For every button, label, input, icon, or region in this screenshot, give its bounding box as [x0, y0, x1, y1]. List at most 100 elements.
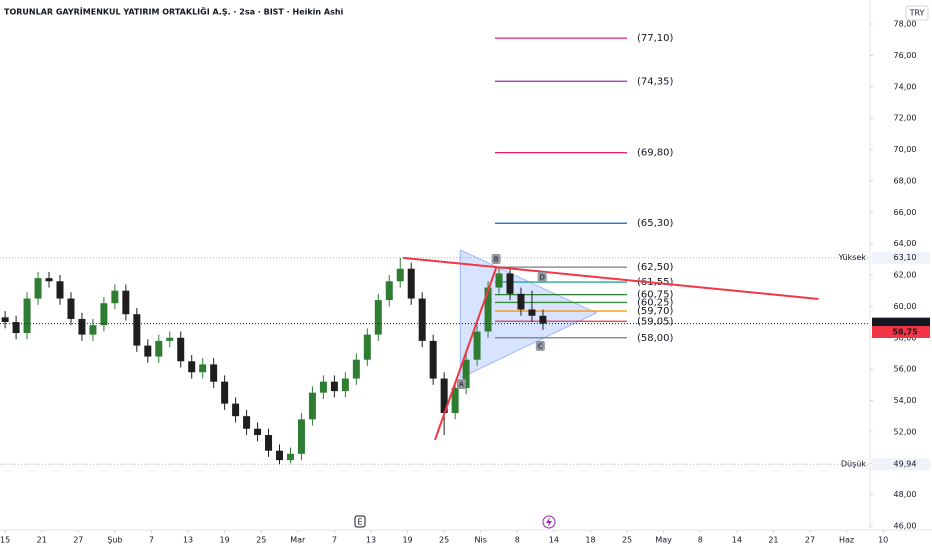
y-tick-label: 72,00 [894, 114, 917, 123]
x-tick-label: 14 [732, 536, 742, 545]
x-tick-label: 18 [585, 536, 595, 545]
x-tick-label: 14 [549, 536, 559, 545]
candle-body [319, 381, 327, 393]
pattern-point [537, 272, 547, 283]
candle-body [276, 450, 284, 461]
fib-level-label: (60,25) [637, 297, 674, 308]
x-tick-label: 25 [439, 536, 449, 545]
lightning-icon[interactable] [542, 515, 556, 529]
candle-body [56, 281, 64, 299]
x-tick-label: 27 [73, 536, 83, 545]
candle-body [122, 290, 130, 315]
price-badge-label: 58,90 [892, 319, 918, 328]
y-tick-label: 68,00 [894, 176, 917, 185]
y-tick-label: 76,00 [894, 51, 917, 60]
extreme-name: Düşük [841, 460, 866, 469]
candle-body [133, 314, 141, 346]
trend-line [434, 267, 498, 441]
candle-body [484, 287, 492, 332]
candle-body [45, 278, 53, 282]
candle-body [100, 303, 108, 326]
y-tick-label: 62,00 [894, 271, 917, 280]
fib-level-label: (60,75) [637, 290, 674, 301]
x-tick-label: 25 [622, 536, 632, 545]
price-badge [872, 325, 930, 338]
candle-body [330, 381, 338, 392]
x-tick-label: 21 [37, 536, 47, 545]
y-tick-label: 48,00 [894, 490, 917, 499]
candle-body [341, 378, 349, 392]
y-tick-label: 74,00 [894, 82, 917, 91]
candle-body [265, 435, 273, 451]
candle-body [23, 298, 31, 334]
y-tick-label: 66,00 [894, 208, 917, 217]
candle-body [1, 317, 9, 323]
candle-body [221, 381, 229, 404]
x-tick-label: 19 [402, 536, 412, 545]
y-tick-label: 52,00 [894, 427, 917, 436]
pattern-point-label: B [494, 255, 499, 263]
extreme-value: 49,94 [894, 460, 917, 469]
pattern-point-label: C [538, 342, 543, 350]
candle-body [429, 340, 437, 379]
x-tick-label: 13 [183, 536, 193, 545]
x-tick-label: 7 [149, 536, 154, 545]
currency-box[interactable] [905, 5, 929, 21]
candle-body [34, 278, 42, 299]
extreme-badge [872, 251, 930, 264]
x-tick-label: 19 [220, 536, 230, 545]
candle-body [407, 268, 415, 299]
y-tick-label: 54,00 [894, 396, 917, 405]
trend-line [403, 256, 819, 300]
x-tick-label: Nis [475, 536, 487, 545]
candle-body [67, 298, 75, 319]
chart-title: TORUNLAR GAYRİMENKUL YATIRIM ORTAKLIĞI A… [4, 6, 344, 17]
y-tick-label: 70,00 [894, 145, 917, 154]
candle-body [462, 359, 470, 388]
candle-body [352, 359, 360, 379]
y-tick-label: 78,00 [894, 20, 917, 29]
x-tick-label: 8 [698, 536, 703, 545]
candle-body [363, 334, 371, 360]
candle-body [232, 403, 240, 417]
x-tick-label: Haz [839, 536, 854, 545]
x-tick-label: 13 [366, 536, 376, 545]
candle-body [473, 331, 481, 360]
candle-body [297, 419, 305, 454]
candle-body [166, 337, 174, 341]
x-tick-label: Şub [107, 536, 122, 545]
fib-level-label: (74,35) [637, 76, 674, 87]
pattern-point [491, 253, 501, 264]
y-tick-label: 60,00 [894, 302, 917, 311]
x-tick-label: 27 [805, 536, 815, 545]
fib-level-label: (59,05) [637, 316, 674, 327]
currency[interactable]: TRY [909, 9, 925, 18]
x-tick-label: 7 [332, 536, 337, 545]
fib-level-label: (62,50) [637, 262, 674, 273]
candle-body [12, 322, 20, 334]
x-tick-label: May [655, 536, 672, 545]
y-tick-label: 46,00 [894, 522, 917, 531]
event-marker [354, 515, 366, 528]
x-tick-label: 15 [0, 536, 10, 545]
candle-body [254, 428, 262, 436]
x-tick-label: 10 [878, 536, 888, 545]
extreme-badge [872, 458, 930, 471]
x-tick-label: Mar [290, 536, 306, 545]
extreme-value: 63,10 [894, 253, 917, 262]
candle-body [396, 268, 404, 282]
fib-level-label: (58,00) [637, 333, 674, 344]
candle-body [418, 298, 426, 341]
pattern-point [456, 379, 466, 390]
candle-body [286, 453, 294, 461]
x-tick-label: 25 [256, 536, 266, 545]
candle-body [495, 273, 503, 288]
candle-body [528, 309, 536, 316]
candle-body [517, 293, 525, 310]
candle-body [451, 387, 459, 414]
candle-body [177, 337, 185, 362]
candle-body [243, 416, 251, 429]
fib-level-label: (77,10) [637, 33, 674, 44]
x-tick-label: 21 [768, 536, 778, 545]
